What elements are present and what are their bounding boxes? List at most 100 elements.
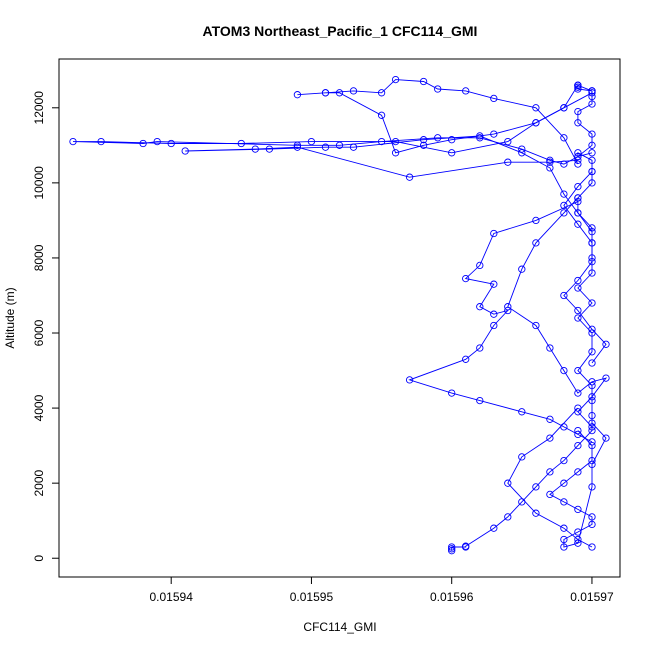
data-point xyxy=(504,306,512,315)
data-point xyxy=(574,276,582,285)
data-point xyxy=(251,145,259,153)
y-tick-label: 4000 xyxy=(32,394,46,421)
data-point xyxy=(335,141,344,149)
y-axis: 0 2000 4000 6000 8000 10000 12000 xyxy=(32,91,59,562)
data-point xyxy=(504,158,512,166)
data-point xyxy=(419,141,428,149)
data-point xyxy=(377,137,386,146)
data-point xyxy=(588,348,596,356)
data-point xyxy=(588,426,596,435)
data-point xyxy=(602,340,610,348)
data-point xyxy=(490,321,498,330)
data-point xyxy=(574,152,582,161)
data-point xyxy=(97,137,105,146)
data-point xyxy=(574,83,582,91)
data-point xyxy=(588,513,596,521)
series-line xyxy=(408,201,593,443)
series-7 xyxy=(504,194,610,431)
data-point xyxy=(321,89,330,97)
data-point xyxy=(546,468,554,476)
data-point xyxy=(588,411,596,420)
data-point xyxy=(588,441,596,450)
data-point xyxy=(588,156,596,164)
data-point xyxy=(546,158,554,166)
data-point xyxy=(237,139,245,148)
data-point xyxy=(490,280,498,288)
data-point xyxy=(405,173,414,181)
y-tick-label: 0 xyxy=(32,555,46,562)
data-point xyxy=(293,91,302,99)
data-point xyxy=(476,261,484,270)
data-point xyxy=(588,239,596,247)
data-point xyxy=(588,456,596,465)
data-point xyxy=(560,456,568,465)
data-point xyxy=(490,524,498,532)
data-point xyxy=(419,136,428,144)
series-9 xyxy=(560,167,610,367)
data-point xyxy=(448,389,456,397)
y-tick-label: 12000 xyxy=(32,91,46,125)
data-point xyxy=(490,130,498,138)
data-point xyxy=(574,505,582,514)
data-point xyxy=(490,94,498,103)
data-point xyxy=(560,479,568,487)
data-point xyxy=(574,539,582,547)
data-point xyxy=(560,366,568,375)
data-point xyxy=(574,284,582,292)
data-point xyxy=(588,141,596,149)
data-point xyxy=(448,545,456,553)
data-point xyxy=(588,179,596,187)
series-line xyxy=(297,79,579,165)
data-point xyxy=(560,535,568,544)
data-point xyxy=(560,291,568,300)
data-point xyxy=(546,434,554,442)
series-2 xyxy=(69,87,596,168)
data-point xyxy=(574,468,582,476)
data-point xyxy=(574,366,582,375)
data-point xyxy=(574,107,582,116)
data-point xyxy=(588,325,596,333)
data-point xyxy=(574,160,582,168)
data-point xyxy=(574,441,582,450)
data-point xyxy=(560,134,568,142)
data-point xyxy=(293,143,302,151)
series-5 xyxy=(405,197,596,446)
data-point xyxy=(588,359,596,367)
data-point xyxy=(588,100,596,108)
data-point xyxy=(391,149,400,157)
data-point xyxy=(546,164,554,172)
data-point xyxy=(574,119,582,127)
data-point xyxy=(588,130,596,138)
data-point xyxy=(574,149,582,157)
y-tick-label: 10000 xyxy=(32,166,46,200)
data-point xyxy=(434,85,442,93)
series-line xyxy=(507,197,608,428)
x-tick-label: 0.01595 xyxy=(290,590,334,604)
data-point xyxy=(448,136,456,144)
data-point xyxy=(574,81,582,89)
data-point xyxy=(574,182,582,191)
plot-area xyxy=(69,75,610,555)
data-point xyxy=(588,543,596,551)
data-point xyxy=(532,239,540,247)
series-1 xyxy=(448,81,596,555)
data-point xyxy=(574,220,582,228)
data-point xyxy=(574,389,582,397)
data-point xyxy=(560,209,568,217)
data-point xyxy=(588,520,596,529)
data-point xyxy=(602,434,610,442)
data-point xyxy=(504,137,512,146)
data-point xyxy=(574,426,582,435)
data-point xyxy=(560,104,568,112)
data-point xyxy=(462,355,470,363)
series-4 xyxy=(181,132,596,236)
data-point xyxy=(518,149,526,157)
data-point xyxy=(181,147,189,155)
data-point xyxy=(546,490,554,499)
series-6 xyxy=(504,404,596,551)
series-line xyxy=(563,171,607,364)
data-point xyxy=(588,228,596,236)
data-point xyxy=(588,258,596,266)
chart-title: ATOM3 Northeast_Pacific_1 CFC114_GMI xyxy=(203,23,478,39)
